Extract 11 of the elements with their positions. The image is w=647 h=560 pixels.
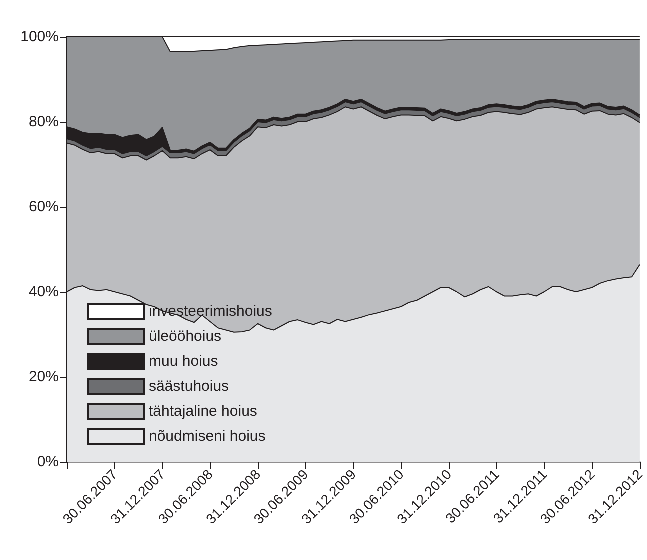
series-label: nõudmiseni hoius: [149, 428, 266, 445]
y-tick-label: 40%: [28, 284, 59, 300]
y-tick-label: 20%: [28, 368, 59, 386]
series-label: säästuhoius: [149, 378, 230, 395]
y-tick-label: 0%: [37, 454, 59, 470]
y-tick-label: 80%: [28, 114, 59, 130]
y-tick-label: 100%: [20, 28, 59, 46]
series-label: üleööhoius: [149, 328, 222, 345]
series-label: muu hoius: [149, 353, 218, 370]
series-label: tähtajaline hoius: [149, 403, 258, 420]
y-tick-label: 60%: [28, 198, 59, 216]
